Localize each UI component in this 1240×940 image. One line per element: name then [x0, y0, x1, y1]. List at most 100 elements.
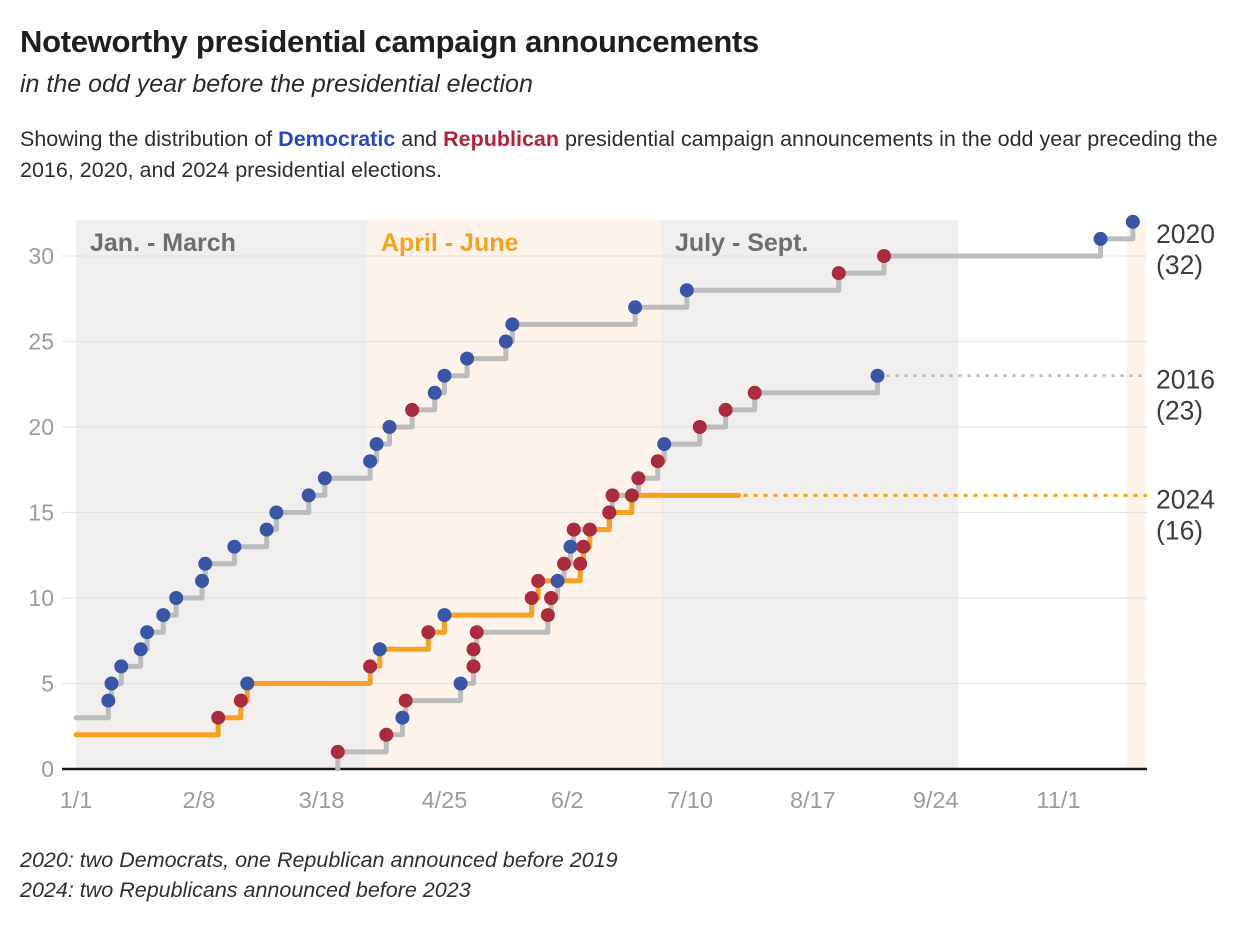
footnote-2024: 2024: two Republicans announced before 2…	[20, 878, 471, 902]
data-point-2020-23-democrat[interactable]	[437, 368, 452, 383]
y-tick-label-0: 0	[41, 756, 54, 782]
data-point-2024-5-democrat[interactable]	[240, 676, 255, 691]
data-point-2016-5-democrat[interactable]	[453, 676, 468, 691]
data-point-2016-9-republican[interactable]	[540, 608, 555, 623]
y-tick-label-15: 15	[28, 500, 54, 526]
x-tick-label-7-10: 7/10	[667, 787, 713, 813]
data-point-2016-10-republican[interactable]	[544, 591, 559, 605]
data-point-2016-22-republican[interactable]	[747, 385, 762, 400]
x-tick-label-8-17: 8/17	[790, 787, 836, 813]
data-point-2024-11-republican[interactable]	[531, 573, 546, 588]
data-point-2020-22-democrat[interactable]	[427, 385, 442, 400]
data-point-2020-4-democrat[interactable]	[101, 693, 116, 708]
data-point-2016-8-republican[interactable]	[469, 625, 484, 640]
footnote-2020: 2020: two Democrats, one Republican anno…	[20, 848, 618, 872]
data-point-2020-32-democrat[interactable]	[1125, 214, 1140, 229]
data-point-2020-5-democrat[interactable]	[104, 676, 119, 691]
data-point-2020-31-democrat[interactable]	[1093, 231, 1108, 246]
data-point-2016-17-republican[interactable]	[631, 471, 646, 486]
y-tick-label-10: 10	[28, 585, 54, 611]
data-point-2020-20-democrat[interactable]	[382, 420, 397, 434]
data-point-2024-4-republican[interactable]	[233, 693, 248, 708]
data-point-2024-9-democrat[interactable]	[437, 608, 452, 623]
data-point-2020-29-republican[interactable]	[831, 266, 846, 281]
x-tick-label-11-1: 11/1	[1037, 787, 1081, 813]
data-point-2020-6-democrat[interactable]	[114, 659, 129, 674]
series-label-2024: 2024	[1156, 484, 1215, 514]
x-tick-label-9-24: 9/24	[913, 787, 959, 813]
data-point-2020-14-democrat[interactable]	[259, 522, 274, 537]
x-tick-label-3-18: 3/18	[299, 787, 345, 813]
data-point-2016-23-democrat[interactable]	[870, 368, 885, 383]
data-point-2020-28-democrat[interactable]	[679, 283, 694, 298]
data-point-2016-21-republican[interactable]	[718, 402, 733, 417]
data-point-2016-19-democrat[interactable]	[657, 437, 672, 452]
data-point-2020-15-democrat[interactable]	[269, 505, 284, 520]
data-point-2024-3-republican[interactable]	[211, 710, 226, 725]
series-total-2020: (32)	[1156, 250, 1203, 280]
data-point-2020-21-republican[interactable]	[405, 402, 420, 417]
data-point-2016-20-republican[interactable]	[692, 420, 707, 434]
data-point-2016-12-republican[interactable]	[557, 556, 572, 571]
x-tick-label-6-2: 6/2	[551, 787, 584, 813]
data-point-2024-10-republican[interactable]	[524, 591, 539, 605]
y-tick-label-20: 20	[28, 414, 54, 440]
data-point-2016-6-republican[interactable]	[466, 659, 481, 674]
democratic-word: Democratic	[278, 127, 396, 151]
data-point-2016-11-democrat[interactable]	[550, 573, 565, 588]
data-point-2020-13-democrat[interactable]	[227, 539, 242, 554]
data-point-2020-8-democrat[interactable]	[140, 625, 155, 640]
description-part2: presidential campaign announcements in t…	[20, 127, 1218, 182]
page-subtitle: in the odd year before the presidential …	[20, 70, 533, 98]
data-point-2024-14-republican[interactable]	[582, 522, 597, 537]
data-point-2020-17-democrat[interactable]	[317, 471, 332, 486]
band-label-april-june: April - June	[381, 229, 519, 257]
data-point-2016-1-republican[interactable]	[330, 744, 345, 759]
data-point-2024-8-republican[interactable]	[421, 625, 436, 640]
data-point-2020-19-democrat[interactable]	[369, 437, 384, 452]
republican-word: Republican	[443, 127, 559, 151]
data-point-2016-14-republican[interactable]	[566, 522, 581, 537]
data-point-2016-16-republican[interactable]	[605, 488, 620, 503]
data-point-2024-13-republican[interactable]	[576, 539, 591, 554]
series-label-2020: 2020	[1156, 219, 1215, 249]
page-title: Noteworthy presidential campaign announc…	[20, 24, 759, 59]
data-point-2020-11-democrat[interactable]	[195, 573, 210, 588]
chart-description: Showing the distribution of Democratic a…	[20, 124, 1225, 186]
x-tick-label-4-25: 4/25	[422, 787, 468, 813]
x-tick-label-2-8: 2/8	[182, 787, 215, 813]
data-point-2020-26-democrat[interactable]	[505, 317, 520, 332]
series-total-2016: (23)	[1156, 396, 1203, 426]
data-point-2024-15-republican[interactable]	[602, 505, 617, 520]
data-point-2020-10-democrat[interactable]	[169, 591, 184, 605]
band-label-july-sept-: July - Sept.	[675, 229, 808, 257]
data-point-2024-12-republican[interactable]	[573, 556, 588, 571]
y-tick-label-30: 30	[28, 243, 54, 269]
data-point-2020-9-democrat[interactable]	[156, 608, 171, 623]
data-point-2024-6-republican[interactable]	[363, 659, 378, 674]
y-tick-label-25: 25	[28, 329, 54, 355]
x-tick-label-1-1: 1/1	[60, 787, 93, 813]
data-point-2024-16-republican[interactable]	[624, 488, 639, 503]
data-point-2024-7-democrat[interactable]	[372, 642, 387, 657]
data-point-2016-3-democrat[interactable]	[395, 710, 410, 725]
data-point-2020-18-democrat[interactable]	[363, 454, 378, 469]
data-point-2020-25-democrat[interactable]	[498, 334, 513, 349]
description-and: and	[395, 127, 444, 151]
data-point-2016-4-republican[interactable]	[398, 693, 413, 708]
data-point-2020-27-democrat[interactable]	[628, 300, 643, 315]
description-part1: Showing the distribution of	[20, 127, 279, 151]
data-point-2016-13-democrat[interactable]	[563, 539, 578, 554]
data-point-2020-24-democrat[interactable]	[460, 351, 475, 366]
data-point-2020-12-democrat[interactable]	[198, 556, 213, 571]
data-point-2020-16-democrat[interactable]	[301, 488, 316, 503]
data-point-2016-2-republican[interactable]	[379, 727, 394, 742]
data-point-2020-30-republican[interactable]	[877, 249, 891, 263]
data-point-2016-18-republican[interactable]	[650, 454, 665, 469]
data-point-2016-7-republican[interactable]	[466, 642, 481, 657]
data-point-2020-7-democrat[interactable]	[133, 642, 148, 657]
series-total-2024: (16)	[1156, 515, 1203, 545]
y-tick-label-5: 5	[41, 671, 54, 697]
